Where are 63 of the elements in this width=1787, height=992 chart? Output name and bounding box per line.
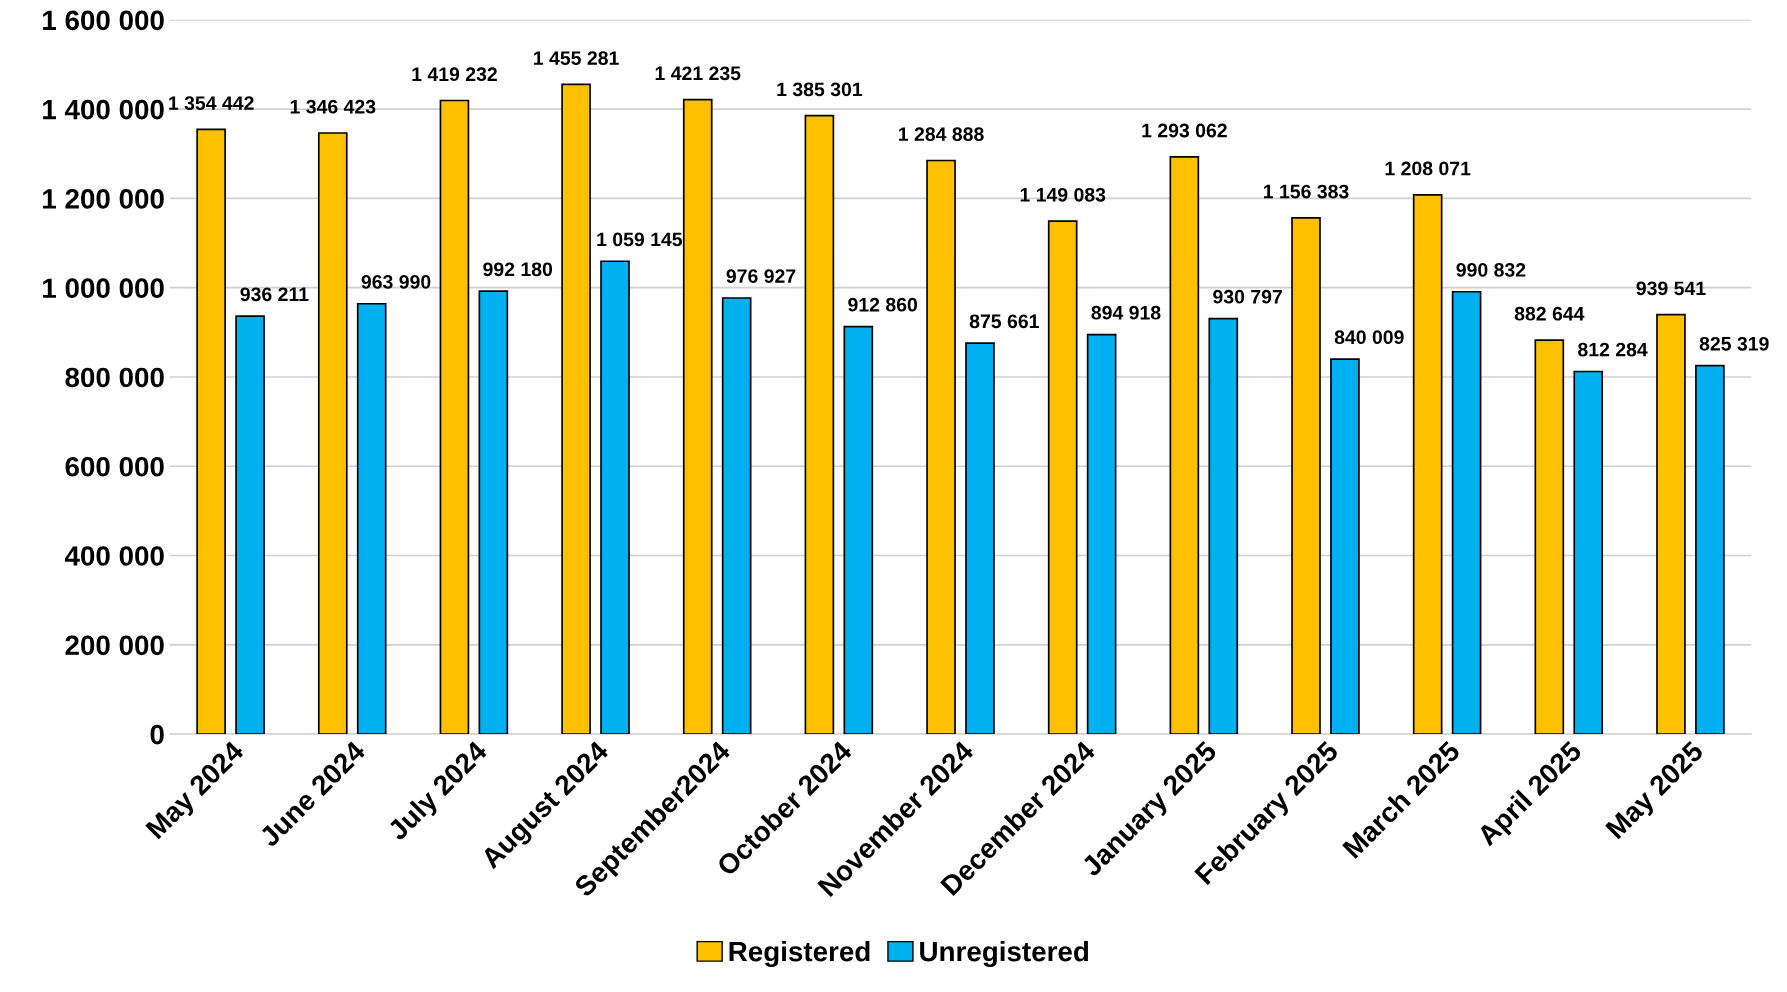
legend-label: Unregistered bbox=[920, 940, 1089, 967]
bar bbox=[1656, 313, 1686, 735]
bar bbox=[1695, 364, 1725, 735]
bar bbox=[1208, 317, 1239, 735]
legend-label: Registered bbox=[729, 940, 870, 967]
data-label: 812 284 bbox=[1578, 342, 1648, 357]
data-label: 825 319 bbox=[1699, 336, 1769, 351]
data-label: 1 059 145 bbox=[597, 232, 683, 247]
bar bbox=[196, 128, 226, 735]
data-label: 1 284 888 bbox=[899, 127, 984, 142]
data-label: 930 797 bbox=[1213, 289, 1282, 304]
data-label: 936 211 bbox=[240, 287, 309, 302]
bar bbox=[843, 325, 874, 735]
y-tick-label: 0 bbox=[150, 724, 164, 745]
bar bbox=[1169, 156, 1200, 735]
data-label: 1 354 442 bbox=[169, 96, 254, 111]
bar bbox=[1534, 339, 1565, 735]
data-label: 1 149 083 bbox=[1020, 187, 1106, 202]
bar bbox=[478, 290, 509, 735]
bar bbox=[235, 315, 265, 735]
data-label: 1 156 383 bbox=[1263, 184, 1349, 199]
bar bbox=[1047, 220, 1078, 735]
data-label: 939 541 bbox=[1636, 281, 1706, 296]
y-tick-label: 800 000 bbox=[65, 367, 164, 388]
bar bbox=[682, 98, 713, 735]
data-label: 1 419 232 bbox=[412, 67, 497, 82]
bar bbox=[804, 114, 835, 735]
bar bbox=[1291, 217, 1321, 735]
data-label: 1 293 062 bbox=[1142, 123, 1227, 138]
y-tick-label: 200 000 bbox=[65, 635, 164, 656]
bar bbox=[561, 83, 591, 735]
bar bbox=[356, 302, 387, 735]
data-label: 882 644 bbox=[1514, 306, 1585, 321]
bar bbox=[965, 342, 995, 735]
data-label: 875 661 bbox=[969, 314, 1039, 329]
y-tick-label: 1 400 000 bbox=[43, 99, 164, 120]
data-label: 1 385 301 bbox=[777, 82, 863, 97]
bar bbox=[1573, 370, 1604, 735]
data-label: 1 346 423 bbox=[290, 99, 376, 114]
bar bbox=[1330, 358, 1360, 735]
data-label: 1 208 071 bbox=[1385, 161, 1471, 176]
data-label: 990 832 bbox=[1456, 263, 1526, 277]
bar bbox=[926, 159, 956, 735]
bar bbox=[1451, 290, 1482, 735]
data-label: 1 421 235 bbox=[655, 66, 741, 81]
y-tick-label: 1 600 000 bbox=[43, 10, 164, 31]
y-tick-label: 400 000 bbox=[64, 546, 164, 566]
data-label: 963 990 bbox=[361, 274, 431, 289]
data-label: 976 927 bbox=[726, 269, 796, 283]
data-label: 894 918 bbox=[1091, 305, 1161, 320]
bar bbox=[600, 260, 630, 735]
y-tick-label: 1 000 000 bbox=[43, 278, 164, 299]
bar bbox=[439, 99, 470, 735]
bar bbox=[1412, 193, 1443, 735]
y-tick-label: 1 200 000 bbox=[43, 189, 164, 209]
bar bbox=[317, 132, 348, 735]
data-label: 840 009 bbox=[1334, 330, 1404, 345]
data-label: 1 455 281 bbox=[534, 51, 619, 65]
bar bbox=[1086, 333, 1117, 735]
bar bbox=[721, 297, 752, 735]
data-label: 992 180 bbox=[483, 262, 553, 277]
y-tick-label: 600 000 bbox=[65, 456, 164, 477]
data-label: 912 860 bbox=[848, 297, 917, 312]
